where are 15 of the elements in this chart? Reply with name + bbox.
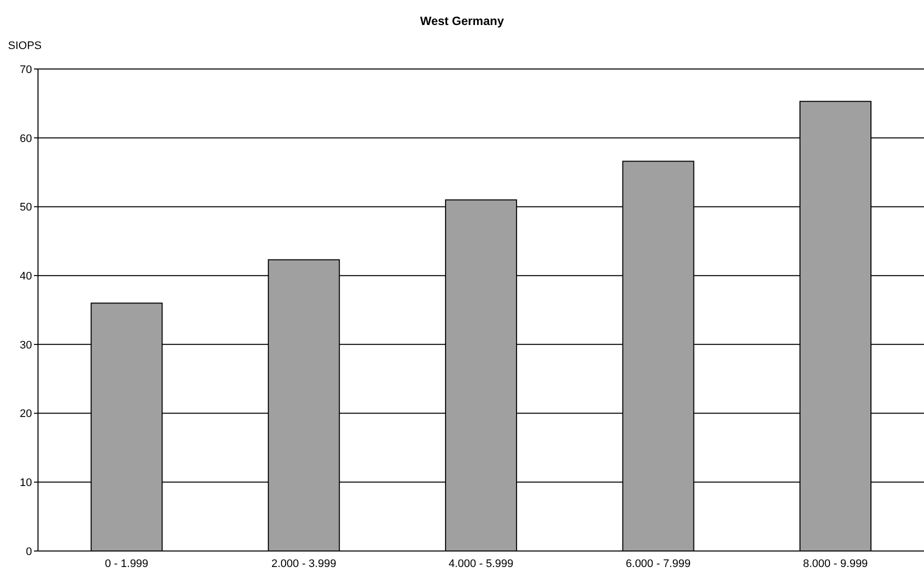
- y-axis-title: SIOPS: [8, 40, 42, 52]
- x-tick-label: 6.000 - 7.999: [626, 558, 691, 570]
- x-tick-label: 0 - 1.999: [104, 558, 148, 570]
- y-tick-label: 60: [20, 132, 32, 145]
- y-tick-label: 10: [20, 477, 32, 490]
- y-tick-label: 40: [20, 270, 32, 282]
- y-tick-label: 50: [20, 202, 32, 214]
- y-tick-label: 20: [20, 408, 32, 420]
- chart-title: West Germany: [419, 14, 505, 28]
- y-tick-label: 0: [26, 546, 32, 558]
- x-tick-label: 4.000 - 5.999: [448, 558, 514, 570]
- x-tick-label: 8.000 - 9.999: [802, 558, 868, 570]
- y-tick-label: 70: [20, 64, 32, 76]
- y-tick-label: 30: [20, 339, 32, 352]
- x-tick-label: 2.000 - 3.999: [271, 558, 336, 570]
